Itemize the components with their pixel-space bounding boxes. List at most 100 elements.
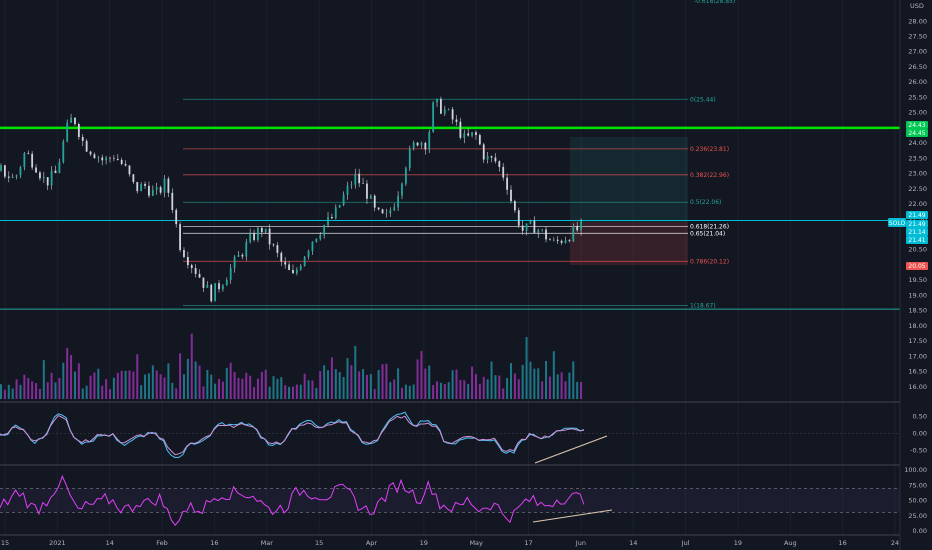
candle-body — [525, 223, 528, 231]
price-tick-label: 16.00 — [908, 383, 927, 391]
candle-body — [249, 233, 252, 243]
volume-bar — [249, 375, 252, 399]
candle-body — [113, 158, 115, 159]
volume-bar — [264, 369, 267, 399]
symbol-tag-label: SOLO — [889, 220, 906, 227]
volume-bar — [214, 383, 217, 399]
volume-bar — [369, 374, 372, 399]
volume-bar — [167, 363, 170, 399]
time-tick-label: 16 — [210, 539, 218, 547]
candle-body — [389, 210, 392, 214]
volume-bar — [241, 378, 244, 399]
volume-bar — [459, 379, 462, 399]
price-tag-bg — [906, 220, 928, 228]
volume-bar — [101, 385, 104, 399]
price-tag-label: 24.45 — [908, 130, 925, 137]
symbol-tag[interactable]: SOLO — [888, 218, 906, 227]
rsi-tick-label: 100.00 — [904, 466, 927, 474]
volume-bar — [365, 374, 368, 399]
volume-bar — [346, 358, 349, 399]
candle-body — [194, 268, 197, 274]
time-tick-label: Apr — [366, 539, 378, 547]
volume-bar — [85, 385, 88, 399]
candle-body — [436, 98, 438, 103]
volume-bar — [482, 376, 485, 399]
candle-body — [19, 167, 22, 176]
price-axis[interactable] — [900, 0, 932, 550]
candle-body — [549, 239, 551, 241]
fib-level-label: 0.618(21.26) — [690, 224, 729, 231]
volume-bar — [521, 364, 524, 399]
price-tick-label: 18.00 — [908, 322, 927, 330]
candle-body — [482, 144, 485, 160]
candle-body — [494, 157, 497, 162]
candle-body — [490, 156, 493, 158]
rsi-trendline[interactable] — [532, 509, 613, 523]
volume-bar — [447, 382, 450, 399]
candle-body — [299, 265, 302, 270]
volume-bar — [70, 355, 73, 399]
volume-bar — [186, 358, 189, 399]
volume-bar — [455, 369, 458, 399]
volume-bar — [140, 385, 143, 399]
volume-bar — [229, 362, 232, 399]
price-tag-bg — [906, 129, 928, 137]
volume-bar — [338, 371, 341, 399]
price-tag-bg — [906, 211, 928, 219]
volume-bar — [202, 386, 205, 399]
osc-tick-label: -0.50 — [910, 447, 927, 455]
volume-bar — [58, 377, 61, 399]
candle-body — [81, 137, 84, 141]
volume-bar — [0, 384, 2, 399]
candle-body — [366, 183, 368, 199]
price-tag-bg — [906, 262, 928, 270]
candle-body — [576, 225, 579, 231]
candle-body — [253, 233, 255, 240]
candle-body — [175, 209, 178, 225]
oscillator-pane — [0, 411, 900, 459]
candle-body — [381, 209, 384, 214]
volume-bar — [237, 377, 240, 399]
candle-body — [451, 109, 454, 120]
candle-body — [424, 142, 427, 150]
time-tick-label: 14 — [629, 539, 637, 547]
volume-bar — [136, 354, 139, 399]
fib-retracement[interactable]: 0(25.44) 0.236(23.81) 0.382(22.96) 0.5(22.0… — [183, 0, 735, 309]
candle-body — [46, 177, 49, 186]
volume-bar — [77, 363, 80, 399]
candle-body — [159, 187, 162, 193]
volume-bar — [303, 373, 306, 399]
candle-body — [513, 201, 516, 211]
volume-bar — [513, 373, 516, 399]
candle-body — [109, 157, 111, 159]
rsi-pane — [0, 474, 900, 526]
candle-body — [140, 183, 143, 192]
candle-body — [319, 235, 322, 239]
volume-bar — [385, 363, 388, 399]
candle-body — [183, 250, 185, 257]
time-tick-label: Mar — [261, 539, 274, 547]
price-tag-label: 21.49 — [908, 221, 925, 228]
volume-bar — [109, 389, 112, 399]
oscillator-trendline[interactable] — [534, 435, 608, 464]
volume-bar — [93, 372, 96, 399]
volume-bar — [494, 375, 497, 399]
horizontal-lines[interactable] — [0, 126, 900, 310]
volume-bar — [144, 374, 147, 399]
position-box[interactable] — [570, 137, 688, 265]
candle-body — [124, 164, 127, 166]
candle-body — [467, 133, 470, 136]
fib-level-label: -0.618(28.85) — [694, 0, 735, 5]
volume-bar — [233, 372, 236, 399]
candle-body — [537, 230, 540, 233]
price-tick-label: 23.50 — [908, 154, 927, 162]
candle-body — [506, 177, 509, 190]
volume-bar — [354, 345, 357, 399]
volume-bar — [190, 333, 193, 399]
volume-bar — [572, 361, 575, 399]
volume-bar — [373, 389, 376, 399]
candle-body — [27, 153, 30, 154]
candle-body — [303, 256, 306, 266]
candle-body — [498, 161, 501, 167]
